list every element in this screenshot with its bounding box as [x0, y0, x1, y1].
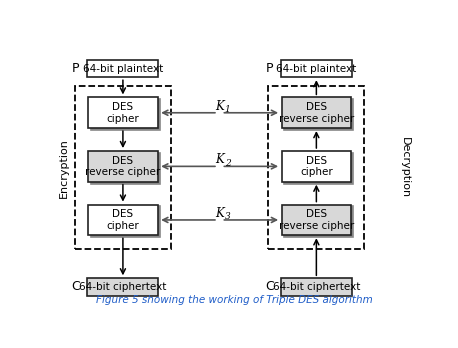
FancyBboxPatch shape	[284, 99, 354, 130]
FancyBboxPatch shape	[284, 206, 354, 237]
Text: 64-bit plaintext: 64-bit plaintext	[276, 64, 356, 73]
Text: DES
cipher: DES cipher	[107, 102, 139, 124]
FancyBboxPatch shape	[88, 97, 158, 128]
Text: 64-bit ciphertext: 64-bit ciphertext	[273, 282, 360, 292]
FancyBboxPatch shape	[88, 205, 158, 235]
FancyBboxPatch shape	[87, 60, 158, 77]
FancyBboxPatch shape	[284, 153, 354, 184]
Text: 64-bit plaintext: 64-bit plaintext	[83, 64, 163, 73]
Bar	[268, 86, 364, 250]
Text: P: P	[72, 62, 79, 75]
Text: P: P	[265, 62, 273, 75]
Text: Figure 5 showing the working of Triple DES algorithm: Figure 5 showing the working of Triple D…	[96, 295, 373, 305]
Text: K: K	[215, 100, 224, 112]
Text: DES
reverse cipher: DES reverse cipher	[279, 102, 354, 124]
Text: DES
reverse cipher: DES reverse cipher	[85, 156, 161, 177]
FancyBboxPatch shape	[87, 278, 158, 296]
FancyBboxPatch shape	[282, 97, 351, 128]
Text: 1: 1	[224, 105, 230, 114]
FancyBboxPatch shape	[88, 151, 158, 182]
Text: K: K	[215, 207, 224, 220]
FancyBboxPatch shape	[91, 99, 160, 130]
Text: 64-bit ciphertext: 64-bit ciphertext	[79, 282, 167, 292]
Text: DES
reverse cipher: DES reverse cipher	[279, 209, 354, 231]
Text: Decryption: Decryption	[399, 137, 409, 198]
Text: C: C	[265, 280, 273, 293]
FancyBboxPatch shape	[281, 278, 352, 296]
FancyBboxPatch shape	[281, 60, 352, 77]
Text: Encryption: Encryption	[59, 138, 69, 198]
FancyBboxPatch shape	[282, 205, 351, 235]
Text: DES
cipher: DES cipher	[300, 156, 333, 177]
FancyBboxPatch shape	[282, 151, 351, 182]
Text: 2: 2	[224, 159, 230, 168]
Text: C: C	[71, 280, 80, 293]
Text: K: K	[215, 153, 224, 166]
Text: 3: 3	[224, 212, 230, 221]
FancyBboxPatch shape	[91, 153, 160, 184]
Text: DES
cipher: DES cipher	[107, 209, 139, 231]
FancyBboxPatch shape	[91, 206, 160, 237]
Bar	[75, 86, 171, 250]
